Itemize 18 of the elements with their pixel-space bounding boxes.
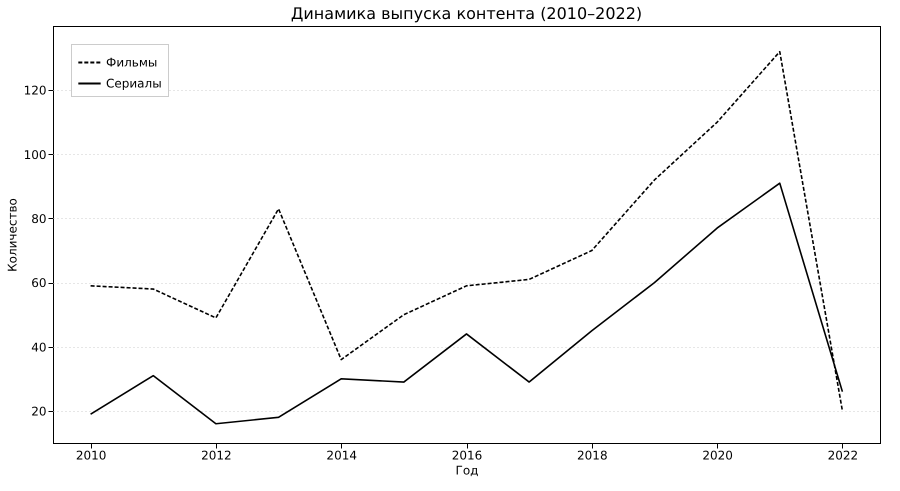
x-tick-label: 2020 bbox=[702, 448, 733, 462]
y-tick-label: 40 bbox=[31, 340, 46, 354]
chart-title: Динамика выпуска контента (2010–2022) bbox=[290, 4, 642, 23]
y-tick-label: 80 bbox=[31, 212, 46, 226]
x-tick-label: 2018 bbox=[577, 448, 608, 462]
x-tick-label: 2014 bbox=[326, 448, 357, 462]
y-axis-title: Количество bbox=[6, 198, 20, 272]
y-tick-label: 120 bbox=[24, 84, 46, 98]
y-tick-label: 60 bbox=[31, 276, 46, 290]
y-tick-label: 100 bbox=[24, 148, 46, 162]
x-tick-label: 2022 bbox=[828, 448, 858, 462]
x-tick-label: 2010 bbox=[76, 448, 106, 462]
x-tick-label: 2012 bbox=[201, 448, 232, 462]
x-axis-title: Год bbox=[456, 464, 478, 478]
legend-label: Сериалы bbox=[106, 76, 162, 90]
legend-label: Фильмы bbox=[106, 56, 158, 70]
y-tick-label: 20 bbox=[31, 404, 46, 418]
x-tick-label: 2016 bbox=[452, 448, 482, 462]
